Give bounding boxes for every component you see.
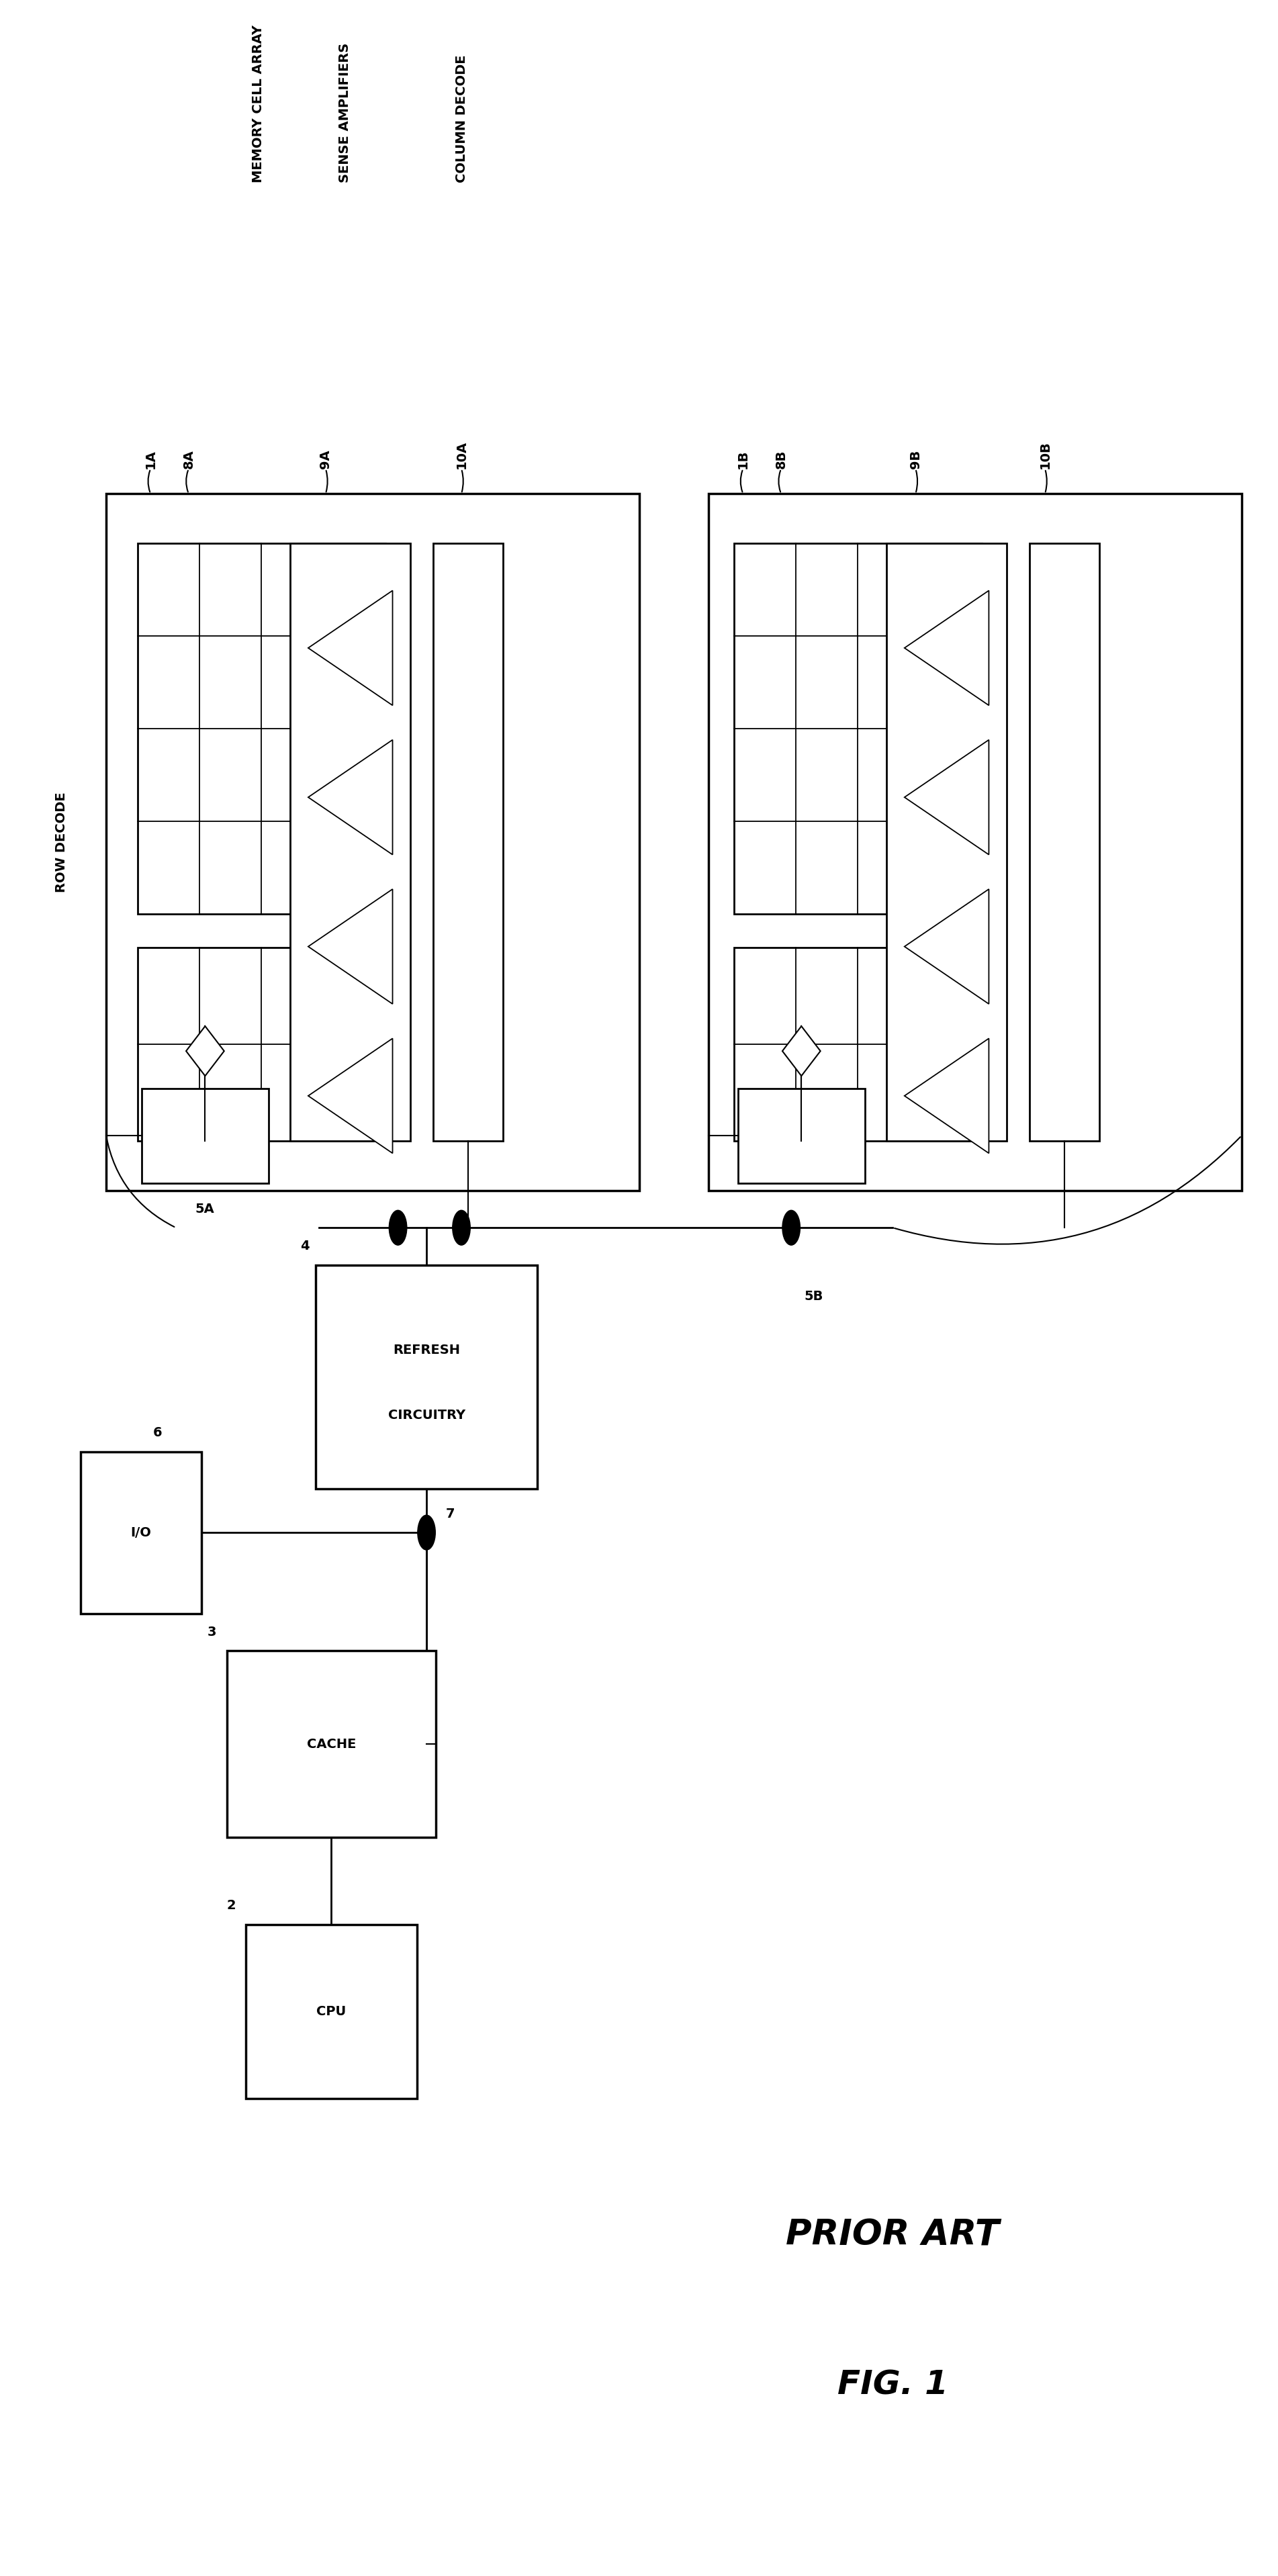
Bar — [106, 495, 639, 1190]
Bar — [142, 1090, 268, 1182]
Text: CACHE: CACHE — [307, 1739, 357, 1749]
Bar — [433, 544, 504, 1141]
Text: 8A: 8A — [183, 448, 196, 469]
Text: FIG. 1: FIG. 1 — [837, 2367, 948, 2401]
Polygon shape — [905, 1038, 989, 1154]
Bar — [245, 1924, 417, 2099]
Text: 9B: 9B — [909, 451, 921, 469]
Polygon shape — [782, 1025, 820, 1077]
Text: I/O: I/O — [130, 1525, 151, 1538]
Text: CIRCUITRY: CIRCUITRY — [387, 1409, 465, 1422]
Circle shape — [418, 1515, 436, 1551]
Bar — [138, 544, 385, 914]
Text: 1B: 1B — [736, 451, 749, 469]
Polygon shape — [905, 590, 989, 706]
Bar — [316, 1265, 538, 1489]
Polygon shape — [308, 739, 392, 855]
Bar — [737, 1090, 865, 1182]
Bar — [290, 544, 410, 1141]
Bar — [1030, 544, 1099, 1141]
Text: 7: 7 — [446, 1507, 455, 1520]
Text: 6: 6 — [153, 1427, 162, 1440]
Text: COLUMN DECODE: COLUMN DECODE — [455, 54, 468, 183]
Polygon shape — [905, 889, 989, 1005]
Bar — [81, 1453, 202, 1613]
Circle shape — [452, 1211, 470, 1244]
Polygon shape — [308, 889, 392, 1005]
Bar — [887, 544, 1007, 1141]
Text: CPU: CPU — [317, 2004, 346, 2017]
Text: 2: 2 — [226, 1899, 235, 1911]
Polygon shape — [905, 739, 989, 855]
Text: 5A: 5A — [196, 1203, 215, 1216]
Polygon shape — [187, 1025, 224, 1077]
Bar — [138, 948, 385, 1141]
Circle shape — [782, 1211, 800, 1244]
Bar — [734, 544, 982, 914]
Text: 9A: 9A — [320, 451, 332, 469]
Text: PRIOR ART: PRIOR ART — [786, 2218, 999, 2254]
Text: 8B: 8B — [774, 451, 787, 469]
Text: 1A: 1A — [144, 448, 157, 469]
Text: REFRESH: REFRESH — [392, 1345, 460, 1358]
Circle shape — [389, 1211, 406, 1244]
Bar — [709, 495, 1242, 1190]
Text: 5B: 5B — [804, 1291, 823, 1303]
Bar — [226, 1651, 436, 1837]
Polygon shape — [308, 590, 392, 706]
Text: MEMORY CELL ARRAY: MEMORY CELL ARRAY — [252, 26, 265, 183]
Text: 4: 4 — [300, 1239, 309, 1252]
Bar — [734, 948, 982, 1141]
Text: 10B: 10B — [1039, 440, 1052, 469]
Text: SENSE AMPLIFIERS: SENSE AMPLIFIERS — [339, 44, 351, 183]
Text: 10A: 10A — [455, 440, 468, 469]
Text: ROW DECODE: ROW DECODE — [55, 791, 68, 891]
Text: 3: 3 — [207, 1625, 216, 1638]
Polygon shape — [308, 1038, 392, 1154]
